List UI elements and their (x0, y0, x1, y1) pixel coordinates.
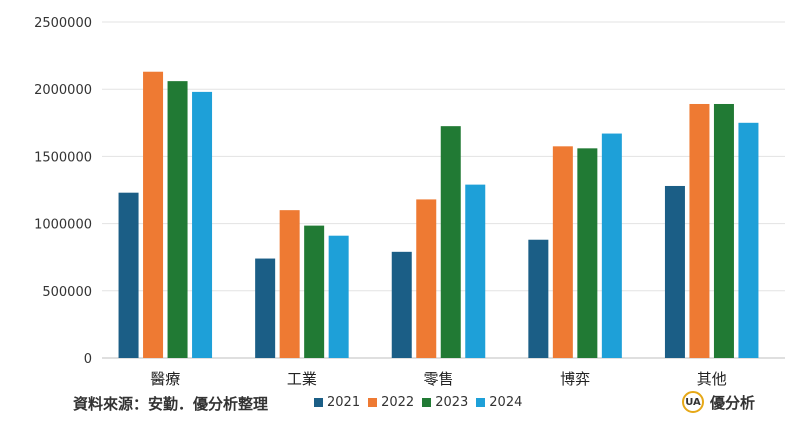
legend-label: 2021 (327, 395, 361, 410)
bar-2021 (528, 239, 549, 358)
y-tick-label: 0 (84, 352, 92, 367)
legend-swatch (314, 398, 323, 407)
bar-2024 (601, 133, 622, 358)
bar-2021 (255, 258, 276, 358)
bar-2021 (664, 185, 685, 358)
brand-name: 優分析 (710, 393, 756, 412)
bar-2024 (192, 91, 213, 358)
x-category-label: 其他 (697, 370, 727, 388)
x-category-label: 博弈 (560, 370, 590, 388)
y-tick-label: 500000 (42, 285, 92, 300)
brand: UA 優分析 (682, 391, 755, 413)
bar-2021 (391, 251, 412, 358)
x-category-label: 零售 (423, 370, 453, 388)
bar-2022 (279, 210, 300, 358)
chart-footer: 資料來源：安勤．優分析整理 2021 2022 2023 2024 UA 優分析 (0, 391, 800, 423)
bars (118, 71, 759, 359)
bar-2023 (577, 148, 598, 358)
bar-2023 (713, 103, 734, 358)
bar-2022 (416, 199, 437, 358)
legend-label: 2024 (489, 395, 523, 410)
legend-swatch (368, 398, 378, 407)
bar-2023 (304, 225, 325, 358)
bar-2021 (118, 192, 139, 358)
source-note: 資料來源：安勤．優分析整理 (73, 395, 269, 413)
legend-label: 2022 (381, 395, 415, 410)
x-category-label: 工業 (287, 370, 317, 388)
bar-2022 (552, 146, 573, 358)
bar-2024 (465, 184, 486, 358)
y-tick-label: 1500000 (34, 150, 92, 165)
bar-2023 (167, 81, 188, 359)
legend-label: 2023 (435, 395, 469, 410)
legend-swatch (422, 398, 432, 407)
legend-item: 2022 (368, 395, 414, 410)
x-axis-labels: 醫療 工業 零售 博弈 其他 (150, 370, 726, 388)
legend-swatch (476, 398, 486, 407)
brand-logo-icon: UA (682, 391, 704, 413)
y-axis-ticks: 0 500000 1000000 1500000 2000000 2500000 (34, 16, 92, 367)
x-category-label: 醫療 (150, 370, 180, 388)
bar-2022 (143, 71, 164, 358)
legend: 2021 2022 2023 2024 (314, 395, 522, 410)
y-tick-label: 2000000 (34, 83, 92, 98)
bar-2022 (689, 103, 710, 358)
legend-item: 2024 (476, 395, 522, 410)
bar-2024 (738, 122, 759, 358)
y-tick-label: 1000000 (34, 218, 92, 233)
legend-item: 2023 (422, 395, 468, 410)
bar-2023 (440, 126, 461, 358)
legend-item: 2021 (314, 395, 360, 410)
bar-2024 (328, 235, 349, 358)
y-tick-label: 2500000 (34, 16, 92, 31)
